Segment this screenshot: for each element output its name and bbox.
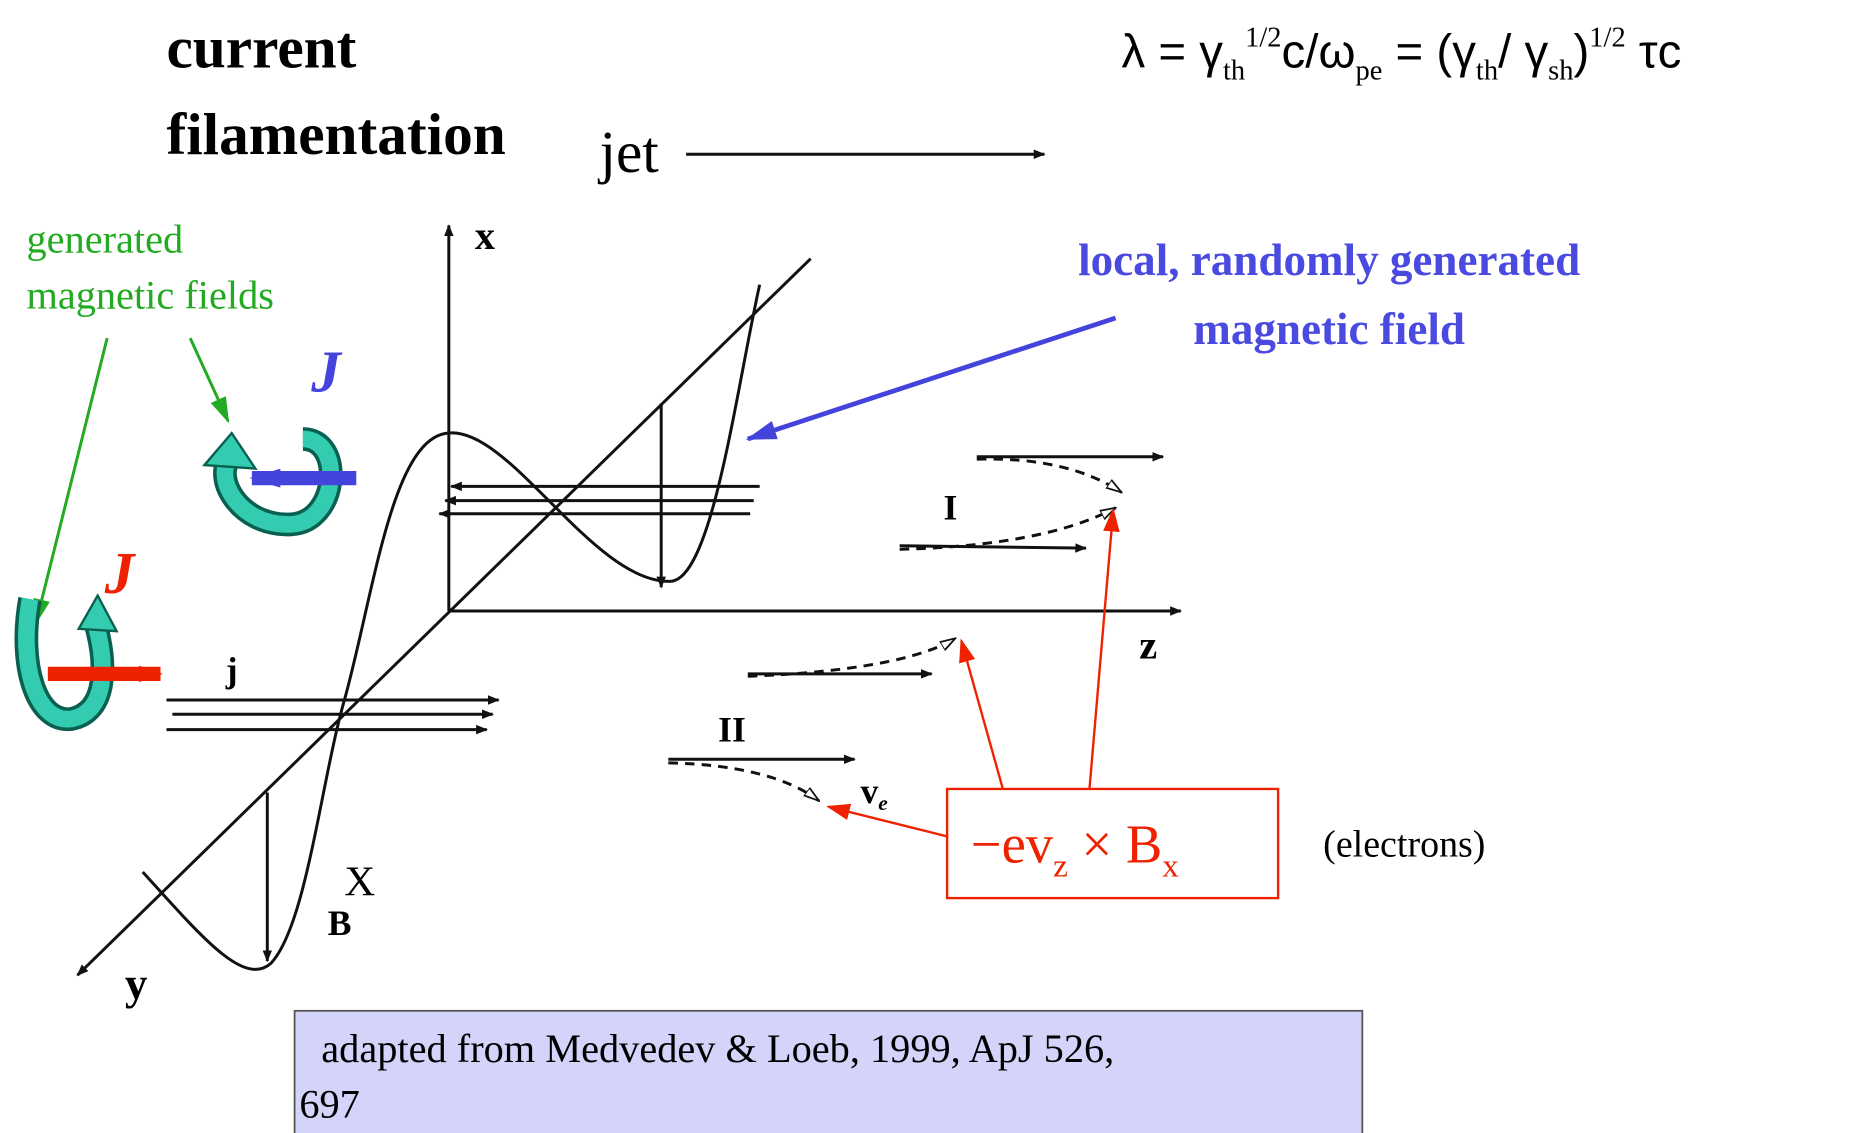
caption-line: adapted from Medvedev & Loeb, 1999, ApJ … <box>311 1026 1114 1071</box>
diagram-label: ve <box>861 771 888 815</box>
formula-part: th <box>1223 55 1245 86</box>
blue-arrow <box>745 315 1117 442</box>
diagram-label: v <box>861 771 879 811</box>
title-line: filamentation <box>166 101 505 167</box>
axis-label: x <box>475 213 495 258</box>
formula-part: 1/2 <box>1245 22 1281 53</box>
caption-box <box>293 1009 1364 1133</box>
diagram-label: I <box>944 488 958 528</box>
formula: λ = γth1/2c/ωpe = (γth/ γsh)1/2 τc <box>1122 22 1682 86</box>
jet-label: jet <box>597 119 659 185</box>
loop-icon <box>14 593 163 731</box>
force-part: x <box>1162 848 1179 885</box>
electrons-label: (electrons) <box>1323 824 1485 866</box>
diagram-label: X <box>344 859 375 906</box>
red-arrow <box>1088 507 1120 790</box>
formula-part: τc <box>1626 26 1682 79</box>
formula-part: / γ <box>1498 26 1548 79</box>
red-arrow <box>826 803 948 838</box>
loop-icon <box>202 427 357 537</box>
axis-label: z <box>1139 622 1157 667</box>
formula-part: 1/2 <box>1589 22 1625 53</box>
green-label: magnetic fields <box>26 272 273 317</box>
blue-label: magnetic field <box>1193 304 1465 354</box>
blue-label: local, randomly generated <box>1078 235 1580 285</box>
formula-part: c/ω <box>1282 26 1356 79</box>
formula-part: λ = γ <box>1122 26 1224 79</box>
title-line: current <box>166 15 356 81</box>
diagram-label: j <box>225 650 238 690</box>
current-symbol: J <box>310 339 343 405</box>
formula-part: ) <box>1574 26 1590 79</box>
current-symbol: J <box>104 540 137 606</box>
diagram-label: II <box>718 709 746 749</box>
formula-part: th <box>1476 55 1498 86</box>
diagram-label: e <box>878 791 887 815</box>
formula-part: sh <box>1548 55 1573 86</box>
force-part: × B <box>1068 814 1162 875</box>
formula-part: = (γ <box>1382 26 1476 79</box>
force-part: −ev <box>971 814 1054 875</box>
diagram-label: B <box>328 903 352 943</box>
green-arrow <box>188 337 230 424</box>
force-box <box>945 787 1280 900</box>
force-part: z <box>1053 848 1068 885</box>
green-label: generated <box>26 217 183 262</box>
green-arrow <box>33 337 109 626</box>
red-arrow <box>959 638 1005 790</box>
diagram <box>76 224 1183 977</box>
formula-part: pe <box>1355 55 1382 86</box>
force-label: −evz × Bx <box>971 814 1179 885</box>
axis-label: y <box>125 959 148 1009</box>
caption-line: 697 <box>299 1082 360 1127</box>
